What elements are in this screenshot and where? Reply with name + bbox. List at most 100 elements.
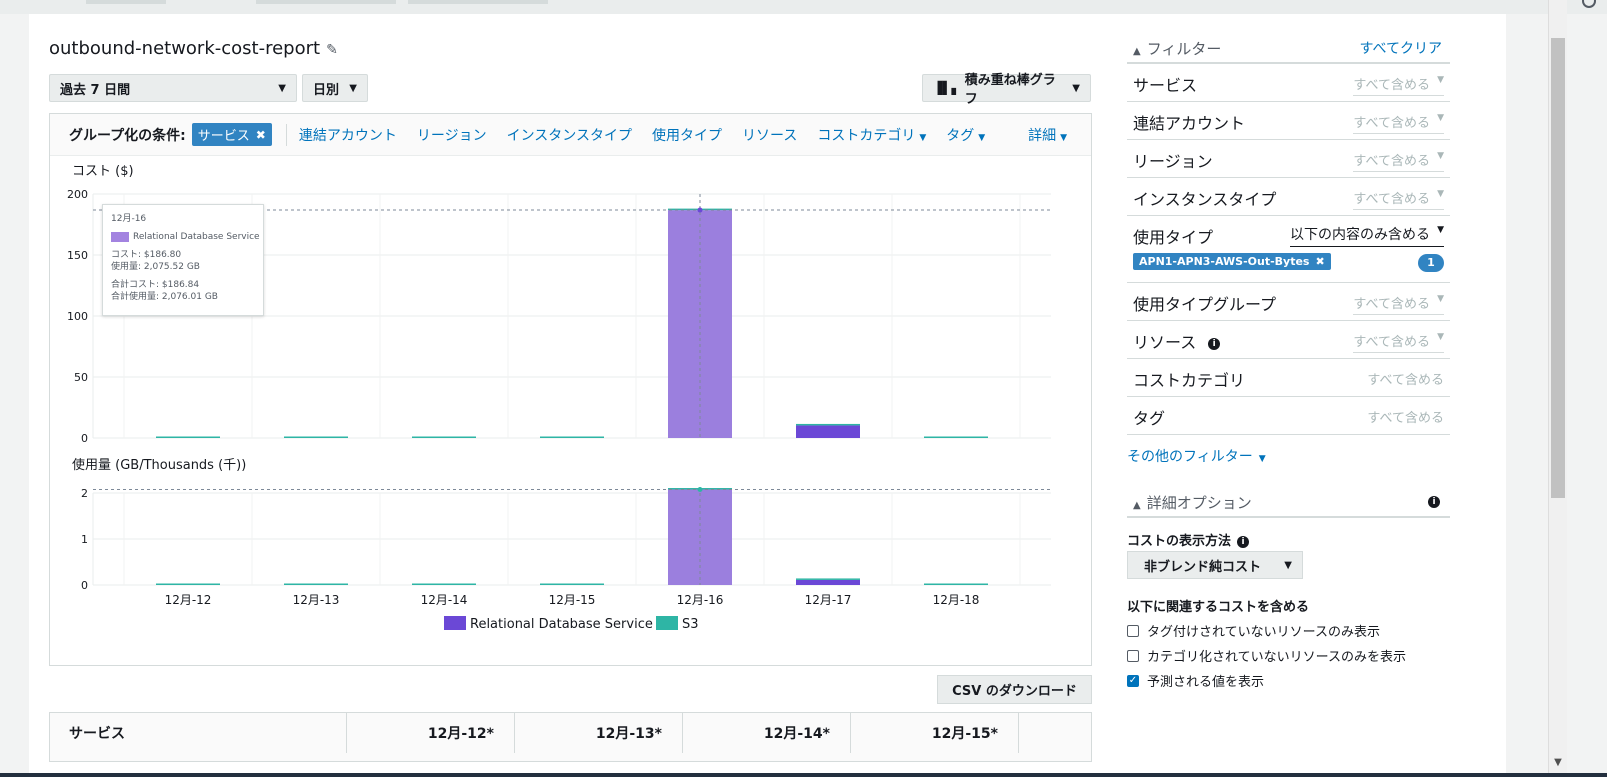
group-by-instance-type[interactable]: インスタンスタイプ (506, 127, 633, 144)
bar-s3 (924, 436, 988, 438)
table-header-service[interactable]: サービス (50, 713, 347, 753)
table-header-date[interactable]: 12月-13* (515, 713, 683, 753)
y-axis-label: コスト ($) (72, 164, 134, 179)
close-icon[interactable]: ✖ (1315, 255, 1325, 268)
filter-value: すべて含める (1353, 116, 1430, 131)
pencil-icon[interactable]: ✎ (326, 42, 338, 58)
table-header-date[interactable]: 12月-14* (683, 713, 851, 753)
filter-value-dropdown[interactable]: すべて含める ▼ (1353, 74, 1444, 96)
x-tick-label: 12月-12 (165, 593, 212, 607)
group-by-resource[interactable]: リソース (742, 127, 798, 144)
filter-value-dropdown[interactable]: すべて含める ▼ (1353, 331, 1444, 353)
caret-down-icon: ▼ (1437, 75, 1444, 85)
filter-row-usage-type-group[interactable]: 使用タイプグループ すべて含める ▼ (1127, 283, 1450, 321)
granularity-dropdown[interactable]: 日別 ▼ (302, 74, 368, 102)
filter-row-resource[interactable]: リソース i すべて含める ▼ (1127, 321, 1450, 359)
chevron-down-icon: ▼ (1072, 82, 1080, 94)
info-icon[interactable]: i (1237, 535, 1250, 548)
filter-name: 使用タイプ (1133, 228, 1214, 247)
cost-display-value: 非ブレンド純コスト (1144, 559, 1262, 575)
caret-down-icon: ▼ (919, 132, 927, 143)
group-by-linked-account[interactable]: 連結アカウント (298, 127, 397, 144)
csv-download-button[interactable]: CSV のダウンロード (937, 675, 1092, 704)
caret-down-icon: ▼ (1437, 113, 1444, 123)
filter-value-dropdown[interactable]: すべて含める ▼ (1353, 150, 1444, 172)
cost-display-dropdown[interactable]: 非ブレンド純コスト ▼ (1127, 551, 1303, 579)
top-tab-stub[interactable] (256, 0, 396, 4)
collapse-triangle-icon: ▲ (1133, 500, 1141, 511)
checkbox-row-uncategorized[interactable]: カテゴリ化されていないリソースのみを表示 (1127, 646, 1406, 665)
more-filters-link[interactable]: その他のフィルター ▼ (1127, 446, 1266, 466)
filter-row-service[interactable]: サービス すべて含める ▼ (1127, 64, 1450, 102)
info-icon[interactable]: i (1208, 337, 1221, 350)
y-tick-label: 0 (81, 579, 88, 592)
filter-row-usage-type[interactable]: 使用タイプ 以下の内容のみ含める ▼ (1127, 216, 1450, 283)
legend-label: Relational Database Service (470, 617, 653, 632)
filter-value: すべて含める (1367, 411, 1444, 426)
table-header-date[interactable]: 12月-15* (851, 713, 1019, 753)
filter-value-dropdown[interactable]: すべて含める ▼ (1353, 188, 1444, 210)
period-dropdown[interactable]: 過去 7 日間 ▼ (49, 74, 297, 102)
group-by-usage-type[interactable]: 使用タイプ (652, 127, 723, 144)
info-icon[interactable]: i (1428, 496, 1440, 508)
scroll-down-arrow-icon[interactable]: ▼ (1554, 757, 1562, 768)
checkbox-row-forecast[interactable]: ✓ 予測される値を表示 (1127, 671, 1264, 690)
filter-row-tag[interactable]: タグ すべて含める (1127, 397, 1450, 435)
filter-value-dropdown[interactable]: 以下の内容のみ含める ▼ (1290, 224, 1444, 247)
table-header-date[interactable]: 12月-12* (347, 713, 515, 753)
scrollbar-thumb[interactable] (1551, 38, 1565, 498)
usage-type-chip[interactable]: APN1-APN3-AWS-Out-Bytes ✖ (1133, 253, 1331, 270)
tooltip-usage: 使用量: 2,075.52 GB (111, 262, 200, 272)
filter-name: リージョン (1133, 152, 1213, 171)
y-tick-label: 2 (81, 487, 88, 500)
bar-chart-icon: ▐▌▖ (933, 81, 961, 95)
bar-s3 (284, 583, 348, 585)
y-tick-label: 100 (67, 310, 88, 323)
group-by-bar: グループ化の条件: サービス ✖ 連結アカウント リージョン インスタンスタイプ … (50, 114, 1091, 156)
checkbox[interactable] (1127, 649, 1139, 662)
advanced-options-header[interactable]: ▲ 詳細オプション i (1127, 492, 1450, 518)
checkbox-row-untagged[interactable]: タグ付けされていないリソースのみ表示 (1127, 621, 1380, 640)
settings-corner-icon[interactable] (1582, 0, 1596, 8)
filter-row-cost-category[interactable]: コストカテゴリ すべて含める (1127, 359, 1450, 397)
filter-name: コストカテゴリ (1133, 371, 1246, 390)
caret-down-icon: ▼ (1258, 454, 1266, 464)
caret-down-icon: ▼ (1437, 225, 1444, 235)
top-tab-stub[interactable] (408, 0, 548, 4)
caret-down-icon: ▼ (1437, 332, 1444, 342)
caret-down-icon: ▼ (1437, 294, 1444, 304)
group-by-region[interactable]: リージョン (416, 127, 487, 144)
x-tick-label: 12月-14 (421, 593, 468, 607)
top-tab-stub[interactable] (86, 0, 166, 4)
bar-s3 (796, 423, 860, 426)
close-icon[interactable]: ✖ (255, 127, 266, 142)
divider (285, 123, 287, 146)
bar-s3 (412, 436, 476, 438)
filter-value-dropdown[interactable]: すべて含める ▼ (1353, 112, 1444, 134)
checkbox[interactable] (1127, 624, 1139, 637)
filter-row-linked-account[interactable]: 連結アカウント すべて含める ▼ (1127, 102, 1450, 140)
filters-title: フィルター (1146, 40, 1222, 58)
x-tick-label: 12月-13 (293, 593, 340, 607)
bar-s3 (156, 583, 220, 585)
y-tick-label: 0 (81, 432, 88, 445)
checkbox-checked[interactable]: ✓ (1127, 674, 1139, 687)
filter-name: インスタンスタイプ (1133, 190, 1277, 209)
group-by-chip-service[interactable]: サービス ✖ (191, 123, 272, 146)
group-by-cost-category[interactable]: コストカテゴリ ▼ (817, 125, 926, 145)
group-by-more[interactable]: 詳細 ▼ (1028, 125, 1067, 145)
browser-top-strip (0, 0, 1607, 14)
bar-s3 (284, 436, 348, 438)
filter-row-instance-type[interactable]: インスタンスタイプ すべて含める ▼ (1127, 178, 1450, 216)
clear-all-link[interactable]: すべてクリア (1359, 41, 1442, 57)
filter-row-region[interactable]: リージョン すべて含める ▼ (1127, 140, 1450, 178)
group-by-tag[interactable]: タグ ▼ (946, 125, 985, 145)
cost-category-label: コストカテゴリ (817, 127, 916, 144)
hover-point (697, 207, 703, 213)
hover-point (697, 487, 703, 493)
chart-type-dropdown[interactable]: ▐▌▖ 積み重ね棒グラフ ▼ (922, 73, 1091, 107)
filters-header[interactable]: ▲ フィルター すべてクリア (1127, 38, 1450, 64)
x-tick-label: 12月-18 (933, 593, 980, 607)
filter-value-dropdown[interactable]: すべて含める ▼ (1353, 293, 1444, 315)
x-tick-label: 12月-16 (677, 593, 724, 607)
